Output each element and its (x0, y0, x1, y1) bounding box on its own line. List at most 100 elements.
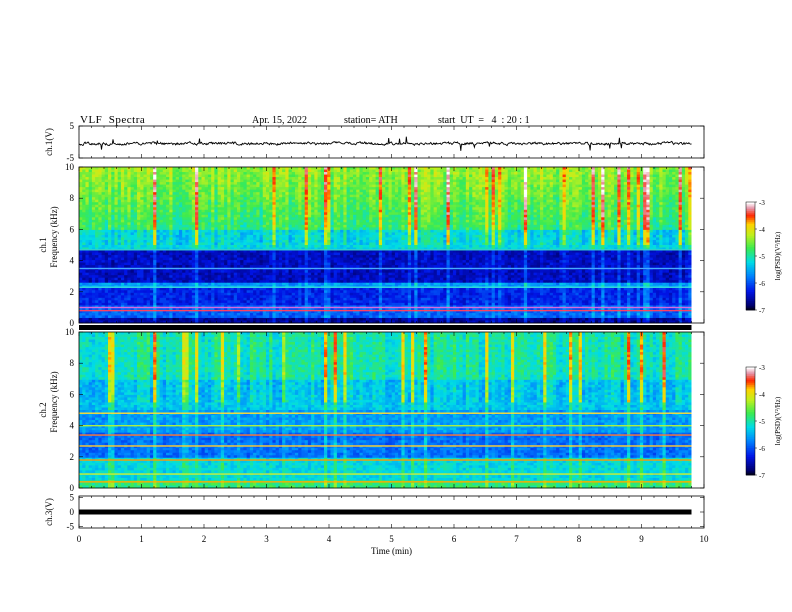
spectrogram-cell (665, 189, 670, 193)
spectrogram-cell (188, 209, 193, 213)
spectrogram-cell (462, 182, 467, 186)
spectrogram-cell (614, 219, 618, 223)
spectrogram-cell (469, 174, 473, 178)
spectrogram-cell (575, 179, 580, 183)
spectrogram-cell (478, 167, 483, 170)
spectrogram-cell (249, 204, 254, 208)
spectrogram-cell (275, 219, 280, 223)
spectrogram-cell (578, 192, 583, 196)
spectrogram-cell (575, 187, 580, 191)
spectrogram-cell (333, 219, 338, 223)
spectrogram-cell (153, 174, 157, 178)
spectrogram-cell (562, 199, 567, 203)
spectrogram-cell (665, 214, 670, 218)
spectrogram-cell (475, 214, 480, 218)
spectrogram-cell (298, 189, 302, 193)
spectrogram-cell (330, 219, 335, 223)
spectrogram-cell (668, 179, 673, 183)
spectrogram-cell (614, 209, 618, 213)
spectrogram-cell (133, 219, 138, 223)
spectrogram-cell (243, 202, 248, 206)
spectrogram-cell (85, 197, 90, 201)
spectrogram-cell (672, 214, 676, 218)
spectrogram-cell (240, 174, 244, 178)
spectrogram-cell (114, 169, 119, 173)
spectrogram-cell (362, 187, 367, 191)
spectrogram-cell (449, 172, 454, 175)
spectrogram-cell (681, 197, 686, 201)
spectrogram-cell (668, 227, 673, 231)
spectrogram-cell (124, 229, 128, 233)
spectrogram-cell (127, 184, 131, 188)
spectrogram-cell (104, 184, 109, 188)
spectrogram-cell (324, 212, 328, 216)
spectrogram-cell (95, 232, 99, 236)
spectrogram-cell (272, 209, 277, 213)
spectrogram-cell (127, 177, 131, 180)
spectrogram-cell (594, 182, 599, 186)
spectrogram-cell (188, 184, 193, 188)
spectrogram-cell (581, 172, 586, 175)
spectrogram-cell (291, 184, 296, 188)
spectrogram-cell (665, 217, 670, 221)
spectrogram-cell (391, 212, 396, 216)
spectrogram-cell (601, 169, 605, 173)
spectrogram-cell (108, 222, 112, 226)
spectrogram-cell (227, 199, 231, 203)
spectrogram-cell (636, 192, 641, 196)
spectrogram-cell (127, 182, 131, 186)
spectrogram-cell (469, 172, 473, 175)
spectrogram-cell (478, 219, 483, 223)
spectrogram-cell (137, 222, 141, 226)
spectrogram-cell (236, 174, 241, 178)
spectrogram-cell (485, 187, 489, 191)
spectrogram-cell (681, 207, 686, 211)
spectrogram-cell (301, 187, 306, 191)
spectrogram-cell (559, 229, 563, 233)
spectrogram-cell (320, 209, 325, 213)
date-label: Apr. 15, 2022 (252, 115, 307, 126)
spectrogram-cell (649, 197, 654, 201)
spectrogram-cell (95, 207, 99, 211)
spectrogram-cell (95, 202, 99, 206)
spectrogram-cell (475, 224, 480, 228)
spectrogram-cell (101, 207, 106, 211)
spectrogram-cell (530, 167, 534, 170)
spectrogram-cell (149, 212, 154, 216)
spectrogram-cell (404, 197, 409, 201)
spectrogram-cell (114, 219, 119, 223)
spectrogram-cell (452, 217, 457, 221)
spectrogram-cell (298, 217, 302, 221)
spectrogram-cell (678, 172, 683, 175)
spectrogram-cell (536, 167, 541, 170)
spectrogram-cell (659, 169, 663, 173)
spectrogram-cell (353, 179, 357, 183)
spectrogram-cell (665, 219, 670, 223)
spectrogram-cell (681, 174, 686, 178)
spectrogram-cell (233, 177, 238, 180)
spectrogram-cell (204, 182, 209, 186)
spectrogram-cell (359, 192, 364, 196)
spectrogram-cell (246, 217, 251, 221)
spectrogram-cell (520, 179, 525, 183)
spectrogram-cell (404, 214, 409, 218)
spectrogram-cell (243, 187, 248, 191)
spectrogram-cell (146, 182, 151, 186)
spectrogram-cell (668, 217, 673, 221)
spectrogram-cell (127, 202, 131, 206)
spectrogram-cell (575, 184, 580, 188)
spectrogram-cell (591, 197, 596, 201)
spectrogram-cell (559, 167, 563, 170)
spectrogram-cell (452, 199, 457, 203)
spectrogram-cell (668, 222, 673, 226)
spectrogram-cell (417, 227, 422, 231)
spectrogram-cell (517, 192, 522, 196)
spectrogram-cell (359, 179, 364, 183)
spectrogram-cell (211, 212, 215, 216)
spectrogram-cell (491, 207, 496, 211)
spectrogram-cell (133, 217, 138, 221)
spectrogram-cell (98, 167, 102, 170)
spectrogram-cell (462, 179, 467, 183)
spectrogram-cell (591, 182, 596, 186)
spectrogram-cell (562, 227, 567, 231)
